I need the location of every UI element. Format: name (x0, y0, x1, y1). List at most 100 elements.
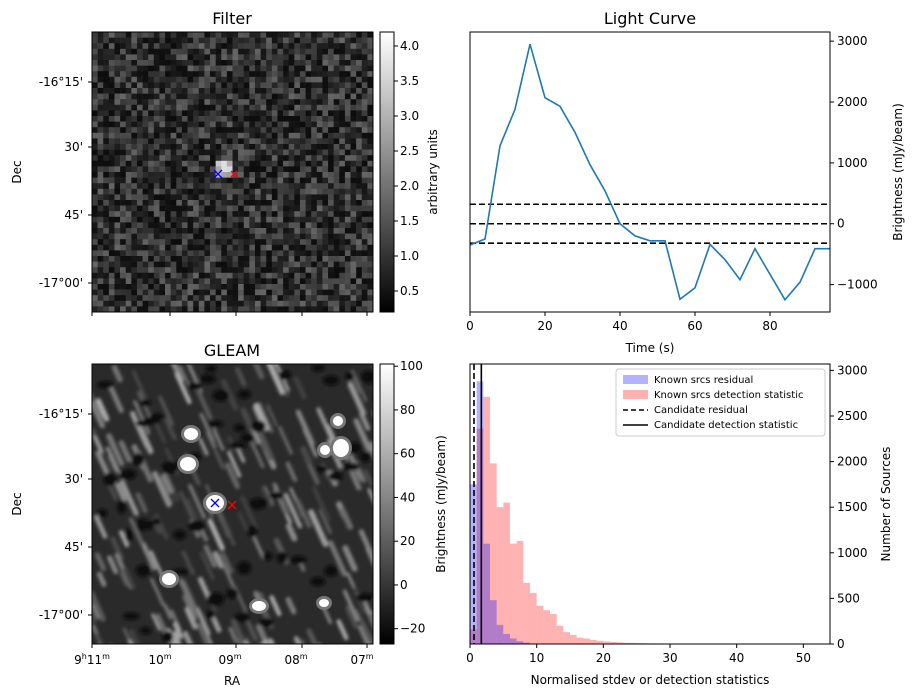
filter-pixel (260, 284, 267, 290)
filter-pixel (361, 306, 368, 313)
filter-pixel (322, 183, 329, 190)
gleam-stripe (96, 632, 105, 644)
filter-pixel (92, 278, 98, 285)
gleam-dark-spot (344, 371, 354, 381)
filter-pixel (311, 177, 318, 184)
filter-pixel (311, 239, 318, 246)
filter-pixel (103, 82, 110, 89)
legend-label-residual: Known srcs residual (654, 375, 753, 386)
filter-pixel (136, 289, 143, 296)
filter-pixel (193, 32, 200, 38)
filter-pixel (238, 250, 245, 257)
filter-pixel (249, 99, 256, 106)
filter-pixel (322, 88, 329, 94)
filter-pixel (221, 284, 228, 290)
filter-pixel (305, 82, 312, 89)
filter-pixel (92, 300, 98, 307)
filter-pixel (97, 43, 104, 50)
filter-pixel (176, 284, 183, 290)
filter-pixel (238, 216, 245, 223)
filter-pixel (97, 244, 104, 251)
filter-pixel (249, 228, 256, 234)
detection-bar (630, 642, 637, 644)
filter-pixel (356, 155, 363, 162)
filter-pixel (299, 261, 306, 268)
filter-pixel (136, 48, 143, 55)
filter-pixel (350, 278, 357, 285)
filter-pixel (108, 155, 115, 162)
gleam-stripe (260, 487, 273, 508)
filter-pixel (204, 160, 211, 167)
filter-pixel (198, 306, 205, 313)
filter-pixel (136, 144, 143, 150)
filter-pixel (131, 48, 138, 55)
filter-pixel (283, 76, 289, 83)
filter-pixel (198, 272, 205, 279)
filter-pixel (266, 256, 273, 262)
filter-pixel (108, 166, 115, 173)
filter-pixel (266, 138, 273, 145)
filter-pixel (170, 144, 177, 150)
filter-pixel (311, 160, 318, 167)
light-curve-title: Light Curve (604, 9, 696, 28)
gleam-stripe (106, 555, 119, 575)
filter-pixel (226, 200, 233, 206)
filter-pixel (266, 104, 273, 111)
filter-pixel (120, 76, 127, 83)
filter-pixel (243, 116, 250, 122)
filter-pixel (283, 110, 289, 117)
filter-pixel (142, 32, 149, 38)
filter-pixel (198, 54, 205, 61)
filter-pixel (120, 222, 127, 229)
filter-pixel (187, 233, 194, 240)
filter-pixel (344, 99, 351, 106)
filter-pixel (114, 211, 121, 218)
filter-pixel (243, 194, 250, 201)
filter-pixel (187, 71, 194, 78)
filter-pixel (108, 233, 115, 240)
filter-pixel (103, 222, 110, 229)
filter-pixel (125, 194, 132, 201)
filter-pixel (288, 239, 295, 246)
filter-pixel (142, 82, 149, 89)
filter-pixel (221, 121, 228, 128)
filter-pixel (333, 132, 340, 139)
filter-pixel (339, 99, 346, 106)
filter-pixel (97, 138, 104, 145)
filter-pixel (103, 138, 110, 145)
filter-pixel (316, 110, 323, 117)
x-tick-label: 50 (796, 651, 811, 665)
filter-pixel (120, 233, 127, 240)
filter-pixel (210, 138, 216, 145)
filter-pixel (238, 233, 245, 240)
filter-pixel (316, 244, 323, 251)
filter-pixel (243, 54, 250, 61)
filter-pixel (221, 233, 228, 240)
filter-pixel (103, 88, 110, 94)
filter-pixel (108, 284, 115, 290)
filter-pixel (316, 172, 323, 178)
filter-pixel (131, 116, 138, 122)
filter-pixel (350, 300, 357, 307)
filter-pixel (159, 43, 166, 50)
filter-pixel (266, 166, 273, 173)
filter-pixel (221, 211, 228, 218)
filter-pixel (299, 155, 306, 162)
filter-pixel (210, 37, 216, 44)
filter-pixel (238, 76, 245, 83)
filter-pixel (215, 244, 222, 251)
filter-pixel (356, 144, 363, 150)
filter-pixel (350, 172, 357, 178)
filter-pixel (114, 99, 121, 106)
filter-pixel (294, 194, 301, 201)
gleam-dark-spot (247, 525, 257, 538)
filter-pixel (148, 183, 155, 190)
filter-title: Filter (212, 9, 252, 28)
filter-pixel (266, 194, 273, 201)
filter-pixel (350, 60, 357, 66)
filter-pixel (288, 76, 295, 83)
filter-pixel (339, 183, 346, 190)
filter-pixel (344, 295, 351, 302)
gleam-stripe (308, 509, 329, 547)
gleam-stripe (267, 638, 275, 644)
